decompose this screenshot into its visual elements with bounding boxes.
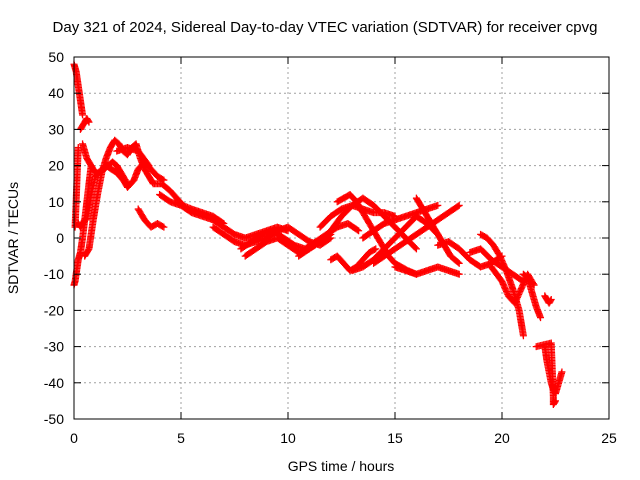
data-point [85,118,93,126]
data-point [411,244,419,252]
y-tick-label: -20 [44,302,64,318]
x-tick-label: 20 [494,430,510,446]
data-point [353,226,361,234]
data-point [455,270,463,278]
data-point [455,201,463,209]
data-point [537,314,545,322]
data-point [454,202,462,210]
data-point [455,259,463,267]
x-axis-ticks: 0 5 10 15 20 25 [70,57,617,446]
x-tick-label: 15 [387,430,403,446]
y-tick-label: 0 [56,230,64,246]
data-point [547,296,555,304]
y-axis-label: SDTVAR / TECUs [5,182,21,294]
data-point [79,111,87,119]
y-tick-label: -50 [44,411,64,427]
y-tick-label: 30 [48,121,64,137]
y-tick-label: 20 [48,158,64,174]
x-tick-label: 25 [601,430,617,446]
data-point [454,258,462,266]
data-point [160,176,168,184]
y-tick-label: -30 [44,339,64,355]
data-point [551,398,559,406]
data-point [372,245,380,253]
data-point [547,297,555,305]
data-point [552,397,559,405]
data-point [159,175,167,183]
data-point [355,227,363,235]
data-point [519,332,527,340]
y-tick-label: 40 [48,85,64,101]
x-axis-label: GPS time / hours [288,458,395,474]
data-point [370,246,378,254]
y-tick-label: 10 [48,194,64,210]
y-tick-label: 50 [48,49,64,65]
data-point [434,201,442,209]
grid [74,57,609,419]
data-point [160,223,168,231]
x-tick-label: 5 [177,430,185,446]
data-point [558,368,566,376]
x-tick-label: 0 [70,430,78,446]
y-tick-label: -40 [44,375,64,391]
data-point [145,162,153,170]
chart-title: Day 321 of 2024, Sidereal Day-to-day VTE… [53,19,598,36]
data-point [84,117,92,125]
y-tick-label: -10 [44,266,64,282]
data-point [159,222,167,230]
data-points [70,60,566,409]
data-point [144,160,152,168]
data-point [74,144,82,151]
x-tick-label: 10 [280,430,296,446]
y-axis-ticks: -50 -40 -30 -20 -10 0 10 20 30 40 50 [44,49,609,427]
data-point [412,245,420,253]
